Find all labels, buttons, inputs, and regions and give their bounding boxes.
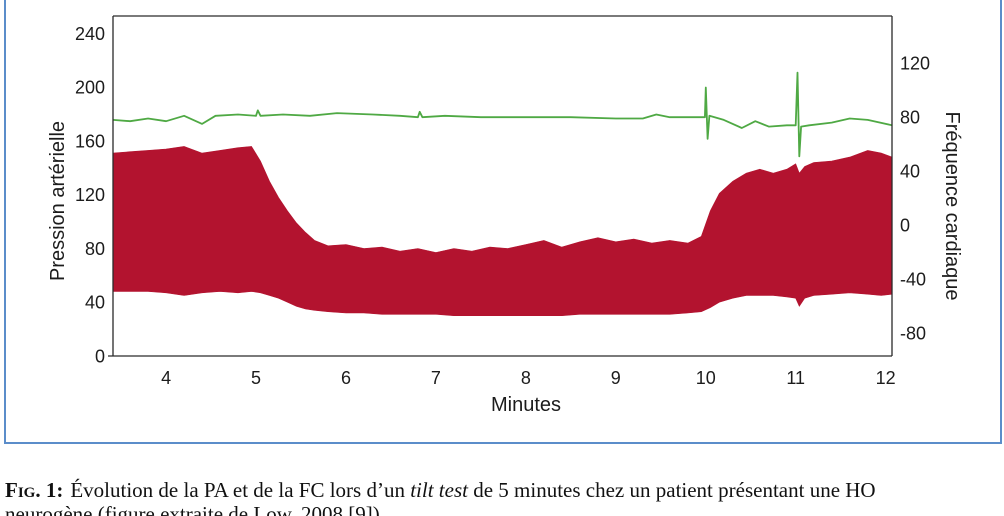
x-tick-label: 10 [696, 368, 716, 388]
caption-text-end: de 5 minutes chez un patient présentant … [467, 478, 876, 502]
y-left-tick-label: 200 [75, 78, 105, 98]
x-tick-label: 12 [876, 368, 896, 388]
x-tick-label: 9 [611, 368, 621, 388]
y-left-tick-label: 120 [75, 185, 105, 205]
caption-italic-term: tilt test [410, 478, 468, 502]
figure-frame [4, 0, 1002, 444]
y-left-tick-label: 240 [75, 24, 105, 44]
figure-caption-line-2: neurogène (figure extraite de Low, 2008 … [5, 502, 380, 516]
caption-label: Fig. 1: [5, 478, 64, 502]
y-right-tick-label: 0 [900, 216, 910, 236]
tick-labels: 0 40 80 120 160 200 240 -80 -40 0 40 80 120 4 5 6 7 8 9 10 1… [75, 24, 930, 388]
y-left-tick-label: 80 [85, 239, 105, 259]
figure-caption-line-1: Fig. 1: Évolution de la PA et de la FC lo… [5, 477, 1004, 503]
chart-marks [112, 71, 893, 316]
y-axis-title-left: Pression artérielle [47, 121, 69, 281]
plot-frame [108, 15, 893, 357]
x-tick-label: 5 [251, 368, 261, 388]
y-axis-title-right: Fréquence cardiaque [941, 111, 963, 300]
y-left-tick-label: 40 [85, 293, 105, 313]
x-axis-title: Minutes [491, 394, 561, 416]
blood-pressure-band [112, 146, 893, 316]
chart: 0 40 80 120 160 200 240 -80 -40 0 40 80 120 4 5 6 7 8 9 10 1… [47, 15, 963, 416]
y-right-tick-label: -40 [900, 270, 926, 290]
y-right-tick-label: 80 [900, 108, 920, 128]
y-right-tick-label: 120 [900, 54, 930, 74]
x-tick-label: 8 [521, 368, 531, 388]
y-right-tick-label: 40 [900, 162, 920, 182]
x-tick-label: 7 [431, 368, 441, 388]
y-right-tick-label: -80 [900, 324, 926, 344]
heart-rate-line [112, 71, 893, 158]
y-left-tick-label: 160 [75, 132, 105, 152]
x-tick-label: 11 [786, 368, 805, 388]
x-tick-label: 6 [341, 368, 351, 388]
caption-text: Évolution de la PA et de la FC lors d’un [70, 478, 411, 502]
x-tick-label: 4 [161, 368, 171, 388]
y-left-tick-label: 0 [95, 347, 105, 367]
